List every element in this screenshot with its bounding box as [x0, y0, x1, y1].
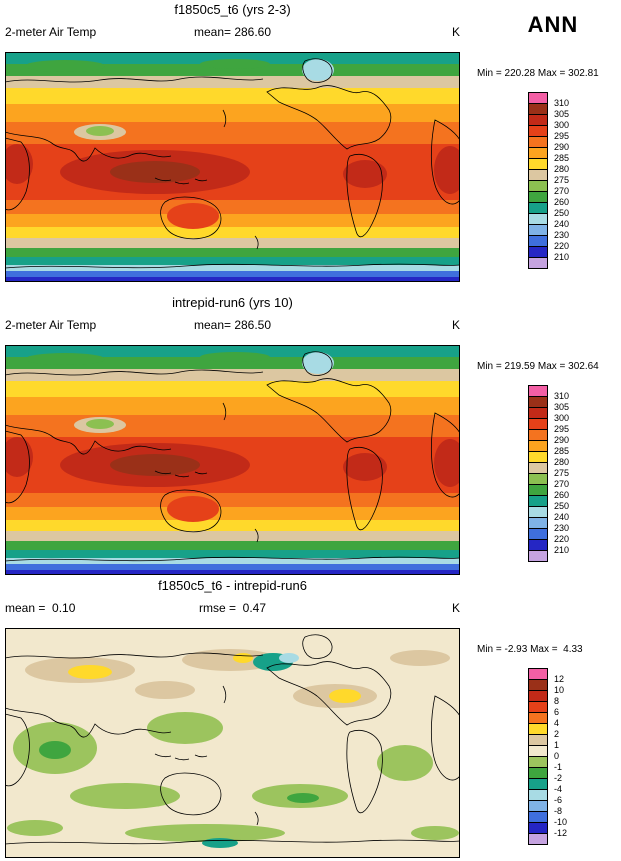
panel-difference: f1850c5_t6 - intrepid-run6 mean = 0.10 r…	[0, 578, 621, 861]
colorbar-tick-label: 2	[554, 729, 560, 739]
panel3-title: f1850c5_t6 - intrepid-run6	[158, 578, 307, 593]
difference-field	[5, 628, 460, 858]
panel3-units-label: K	[452, 601, 461, 615]
panel3-mean-label: mean = 0.10	[5, 601, 76, 615]
colorbar-tick-label: -8	[554, 806, 563, 816]
colorbar-tick-label: 275	[554, 468, 570, 478]
colorbar-tick-label: 285	[554, 446, 570, 456]
colorbar-segment	[528, 833, 548, 845]
colorbar-tick-label: 260	[554, 197, 570, 207]
colorbar-tick-label: 270	[554, 186, 570, 196]
colorbar-tick-label: 295	[554, 424, 570, 434]
colorbar-tick-label: 300	[554, 120, 570, 130]
colorbar-tick-label: 220	[554, 241, 570, 251]
colorbar-tick-label: 290	[554, 142, 570, 152]
panel1-title: f1850c5_t6 (yrs 2-3)	[174, 2, 291, 17]
panel3-stats-row: mean = 0.10 rmse = 0.47 K	[5, 601, 460, 615]
colorbar-tick-label: 250	[554, 501, 570, 511]
panel1-variable-label: 2-meter Air Temp	[5, 25, 97, 39]
panel3-colorbar: 12 10 8 6 4 2 1 0 -1 -2 -4 -6 -8 -10 -12	[528, 668, 567, 845]
panel2-title: intrepid-run6 (yrs 10)	[172, 295, 293, 310]
colorbar-tick-label: 12	[554, 674, 565, 684]
panel2-colorbar: 310 305 300 295 290 285 280 275 270 260 250 240 230 2…	[528, 385, 569, 562]
colorbar-tick-label: 1	[554, 740, 560, 750]
colorbar-segment	[528, 550, 548, 562]
panel1-stats-row: 2-meter Air Temp mean= 286.60 K	[5, 25, 460, 39]
colorbar-tick-label: 10	[554, 685, 565, 695]
panel1-colorbar: 310 305 300 295 290 285 280 275 270 260 250 240 230 2…	[528, 92, 569, 269]
colorbar-tick-label: -2	[554, 773, 563, 783]
panel3-difference-map	[5, 628, 460, 858]
colorbar-tick-label: -1	[554, 762, 563, 772]
colorbar-tick-label: -6	[554, 795, 563, 805]
colorbar-tick-label: 270	[554, 479, 570, 489]
panel2-units-label: K	[452, 318, 461, 332]
colorbar-tick-label: 280	[554, 164, 570, 174]
colorbar-tick-label: 0	[554, 751, 560, 761]
colorbar-tick-label: 290	[554, 435, 570, 445]
colorbar-tick-label: 4	[554, 718, 560, 728]
colorbar-tick-label: 310	[554, 98, 570, 108]
panel3-minmax-label: Min = -2.93 Max = 4.33	[477, 644, 583, 655]
colorbar-tick-label: 240	[554, 219, 570, 229]
panel3-rmse-label: rmse = 0.47	[198, 601, 267, 615]
colorbar-tick-label: 275	[554, 175, 570, 185]
season-label: ANN	[527, 12, 579, 37]
colorbar-tick-label: 280	[554, 457, 570, 467]
colorbar-tick-label: 295	[554, 131, 570, 141]
colorbar-tick-label: 305	[554, 402, 570, 412]
colorbar-tick-label: 285	[554, 153, 570, 163]
panel1-minmax-label: Min = 220.28 Max = 302.81	[477, 68, 599, 79]
colorbar-tick-label: 250	[554, 208, 570, 218]
panel1-mean-label: mean= 286.60	[193, 25, 272, 39]
colorbar-tick-label: 220	[554, 534, 570, 544]
colorbar-tick-label: 300	[554, 413, 570, 423]
colorbar-tick-label: 260	[554, 490, 570, 500]
colorbar-tick-label: 210	[554, 545, 570, 555]
colorbar-tick-label: 230	[554, 230, 570, 240]
panel2-temperature-map	[5, 345, 460, 575]
panel2-minmax-label: Min = 219.59 Max = 302.64	[477, 361, 599, 372]
colorbar-tick-label: 210	[554, 252, 570, 262]
colorbar-tick-label: 305	[554, 109, 570, 119]
colorbar-tick-label: 230	[554, 523, 570, 533]
panel-case2: intrepid-run6 (yrs 10) 2-meter Air Temp …	[0, 295, 621, 585]
colorbar-tick-label: -10	[554, 817, 568, 827]
colorbar-tick-label: -12	[554, 828, 568, 838]
panel1-temperature-map	[5, 52, 460, 282]
panel2-mean-label: mean= 286.50	[193, 318, 272, 332]
panel2-stats-row: 2-meter Air Temp mean= 286.50 K	[5, 318, 460, 332]
colorbar-tick-label: -4	[554, 784, 563, 794]
panel-case1: f1850c5_t6 (yrs 2-3) 2-meter Air Temp me…	[0, 2, 621, 292]
colorbar-tick-label: 6	[554, 707, 560, 717]
panel1-units-label: K	[452, 25, 461, 39]
colorbar-tick-label: 8	[554, 696, 560, 706]
colorbar-tick-label: 310	[554, 391, 570, 401]
colorbar-tick-label: 240	[554, 512, 570, 522]
panel2-variable-label: 2-meter Air Temp	[5, 318, 97, 332]
colorbar-segment	[528, 257, 548, 269]
